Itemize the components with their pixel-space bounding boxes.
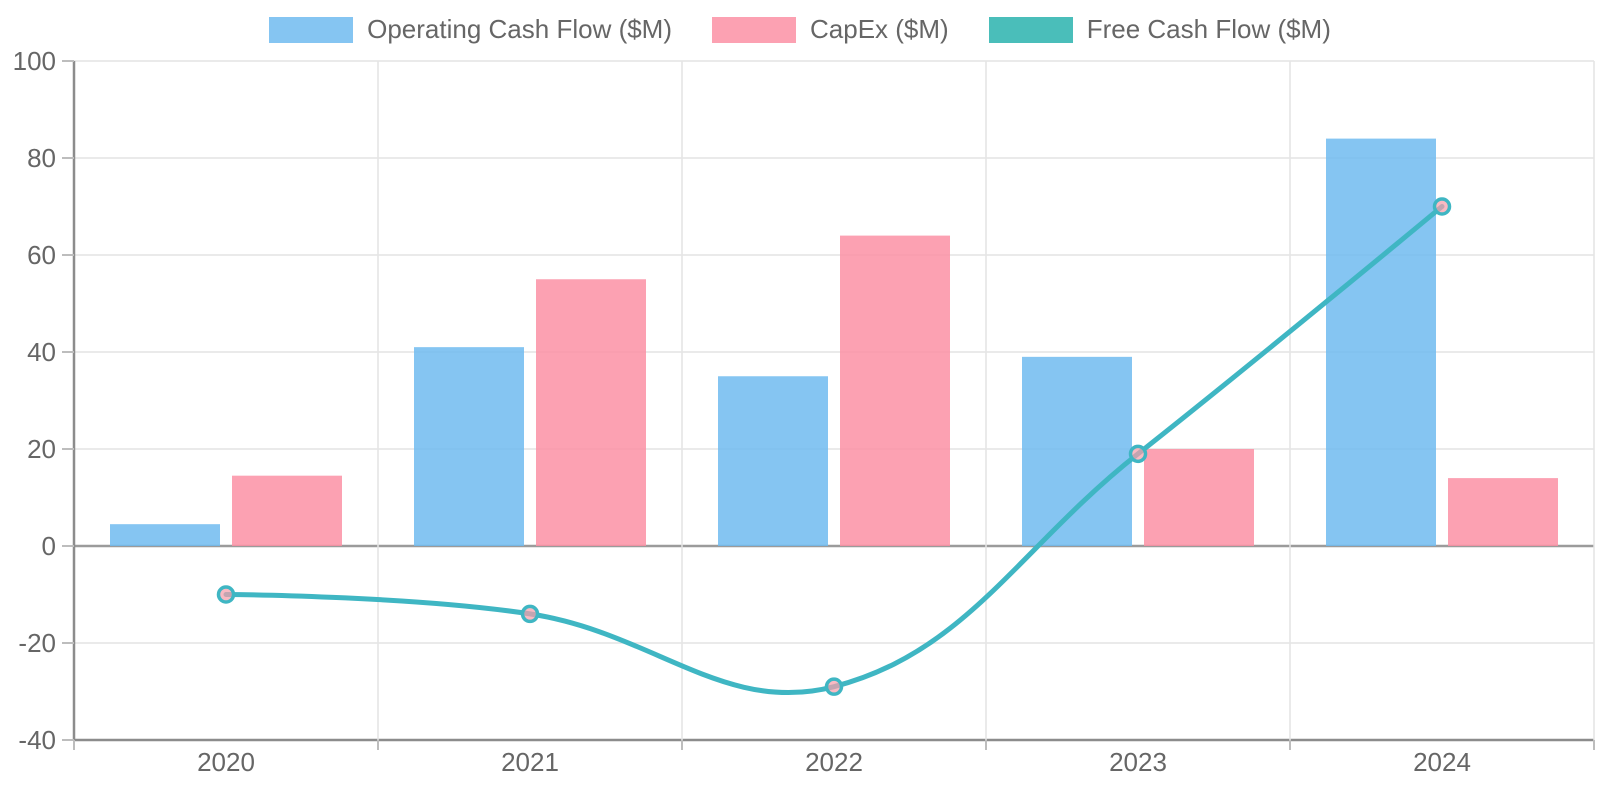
bar-capex-m-2024[interactable] (1448, 478, 1558, 546)
x-tick-label: 2022 (805, 747, 863, 777)
y-tick-label: 100 (13, 46, 56, 76)
point-free-cash-flow-m-2021[interactable] (520, 604, 540, 624)
bar-operating-cash-flow-m-2020[interactable] (110, 524, 220, 546)
y-tick-label: 20 (27, 434, 56, 464)
bar-capex-m-2023[interactable] (1144, 449, 1254, 546)
legend-swatch-operating-cash-flow (269, 16, 354, 43)
bar-capex-m-2021[interactable] (536, 279, 646, 546)
legend-label-capex: CapEx ($M) (810, 14, 949, 44)
legend-item-capex[interactable]: CapEx ($M) (712, 14, 949, 45)
y-tick-label: 0 (42, 531, 56, 561)
free-cash-flow-m-line (223, 204, 1445, 696)
legend-item-operating-cash-flow[interactable]: Operating Cash Flow ($M) (269, 14, 672, 45)
bar-operating-cash-flow-m-2022[interactable] (718, 376, 828, 546)
y-tick-label: 80 (27, 143, 56, 173)
x-tick-label: 2021 (501, 747, 559, 777)
x-tick-label: 2024 (1413, 747, 1471, 777)
chart-legend: Operating Cash Flow ($M) CapEx ($M) Free… (0, 14, 1600, 45)
y-tick-label: -20 (18, 628, 56, 658)
legend-item-free-cash-flow[interactable]: Free Cash Flow ($M) (988, 14, 1331, 45)
point-free-cash-flow-m-2020[interactable] (216, 585, 236, 604)
y-tick-label: 40 (27, 337, 56, 367)
legend-label-free-cash-flow: Free Cash Flow ($M) (1086, 14, 1331, 44)
bar-capex-m-2022[interactable] (840, 235, 950, 546)
bar-operating-cash-flow-m-2023[interactable] (1022, 356, 1132, 546)
point-free-cash-flow-m-2022[interactable] (824, 677, 844, 696)
point-free-cash-flow-m-2023[interactable] (1128, 444, 1148, 464)
y-tick-label: -40 (18, 725, 56, 755)
x-tick-label: 2023 (1109, 747, 1167, 777)
point-free-cash-flow-m-2024[interactable] (1432, 197, 1452, 216)
legend-swatch-capex (712, 16, 797, 43)
bar-operating-cash-flow-m-2024[interactable] (1326, 138, 1436, 546)
legend-label-operating-cash-flow: Operating Cash Flow ($M) (367, 14, 673, 44)
legend-swatch-free-cash-flow (988, 16, 1073, 43)
x-tick-label: 2020 (197, 747, 255, 777)
y-tick-label: 60 (27, 240, 56, 270)
bar-operating-cash-flow-m-2021[interactable] (414, 347, 524, 546)
bar-capex-m-2020[interactable] (232, 475, 342, 546)
